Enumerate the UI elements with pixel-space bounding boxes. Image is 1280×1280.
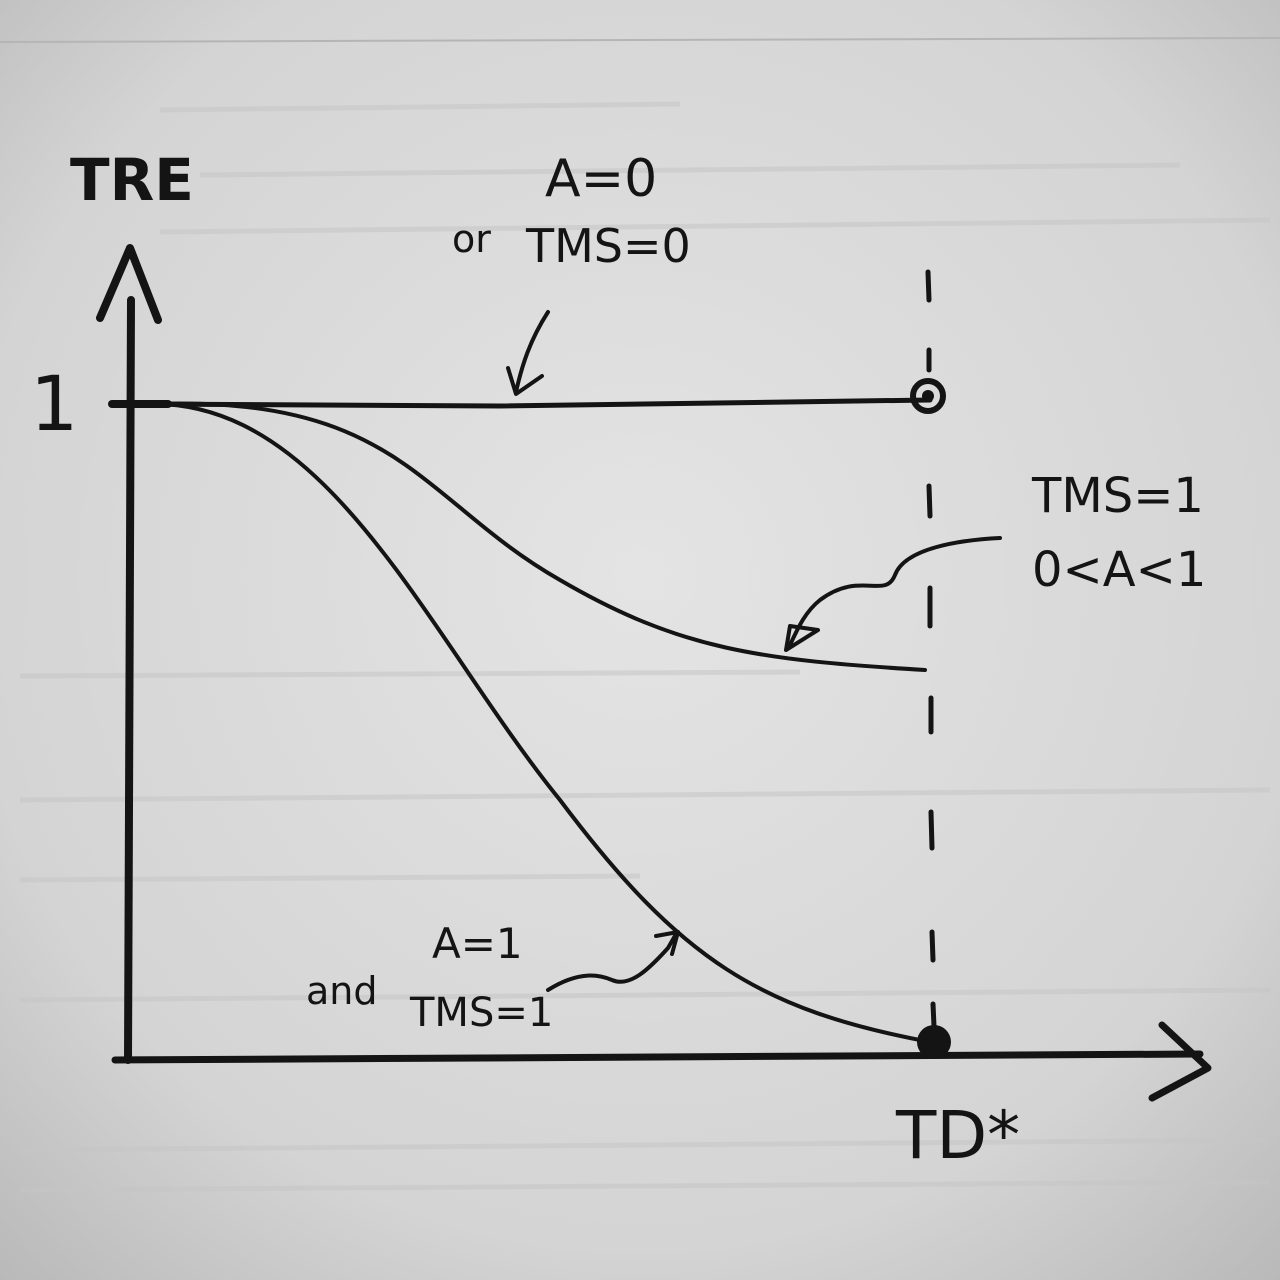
bottom-curve [148, 401, 932, 1044]
curves [127, 397, 933, 1044]
middle-curve-pointer-arrow [788, 536, 1002, 647]
flat-line-label-a-zero: A=0 [545, 149, 657, 209]
flat-line-pointer-arrow [514, 310, 550, 394]
bottom-curve-pointer-arrow [546, 932, 678, 992]
y-axis-line [124, 296, 135, 1064]
middle-curve-label-tms-one: TMS=1 [1031, 468, 1204, 524]
flat-line-endpoint-center [922, 390, 934, 402]
td-star-dashed-line [925, 269, 937, 1029]
x-axis-line [111, 1050, 1204, 1064]
middle-curve-label-a-range: 0<A<1 [1032, 542, 1206, 598]
paper-fold-line [0, 37, 1280, 43]
flat-line-label-or: or [452, 217, 491, 261]
flat-line-curve [127, 397, 933, 409]
bottom-curve-label-and: and [306, 969, 378, 1013]
x-axis-arrowhead [1148, 1021, 1212, 1102]
y-axis-arrowhead [96, 244, 162, 324]
flat-line-endpoint [910, 378, 946, 414]
y-axis-label: TRE [70, 146, 194, 214]
show-through-lines [19, 101, 1271, 1193]
bottom-curve-pointer-arrowhead [654, 930, 680, 956]
flat-line-pointer-arrowhead [506, 366, 544, 396]
bottom-curve-label-a-one: A=1 [432, 919, 523, 968]
annotation-arrows [506, 310, 1002, 992]
bottom-curve-label-tms-one: TMS=1 [409, 990, 553, 1036]
middle-curve [148, 401, 927, 672]
y-tick-label-one: 1 [30, 359, 78, 448]
x-axis-label-td-star: TD* [895, 1097, 1020, 1174]
td-star-endpoint [917, 1025, 951, 1059]
flat-line-label-tms-zero: TMS=0 [525, 219, 691, 273]
middle-curve-pointer-arrowhead [784, 624, 820, 652]
